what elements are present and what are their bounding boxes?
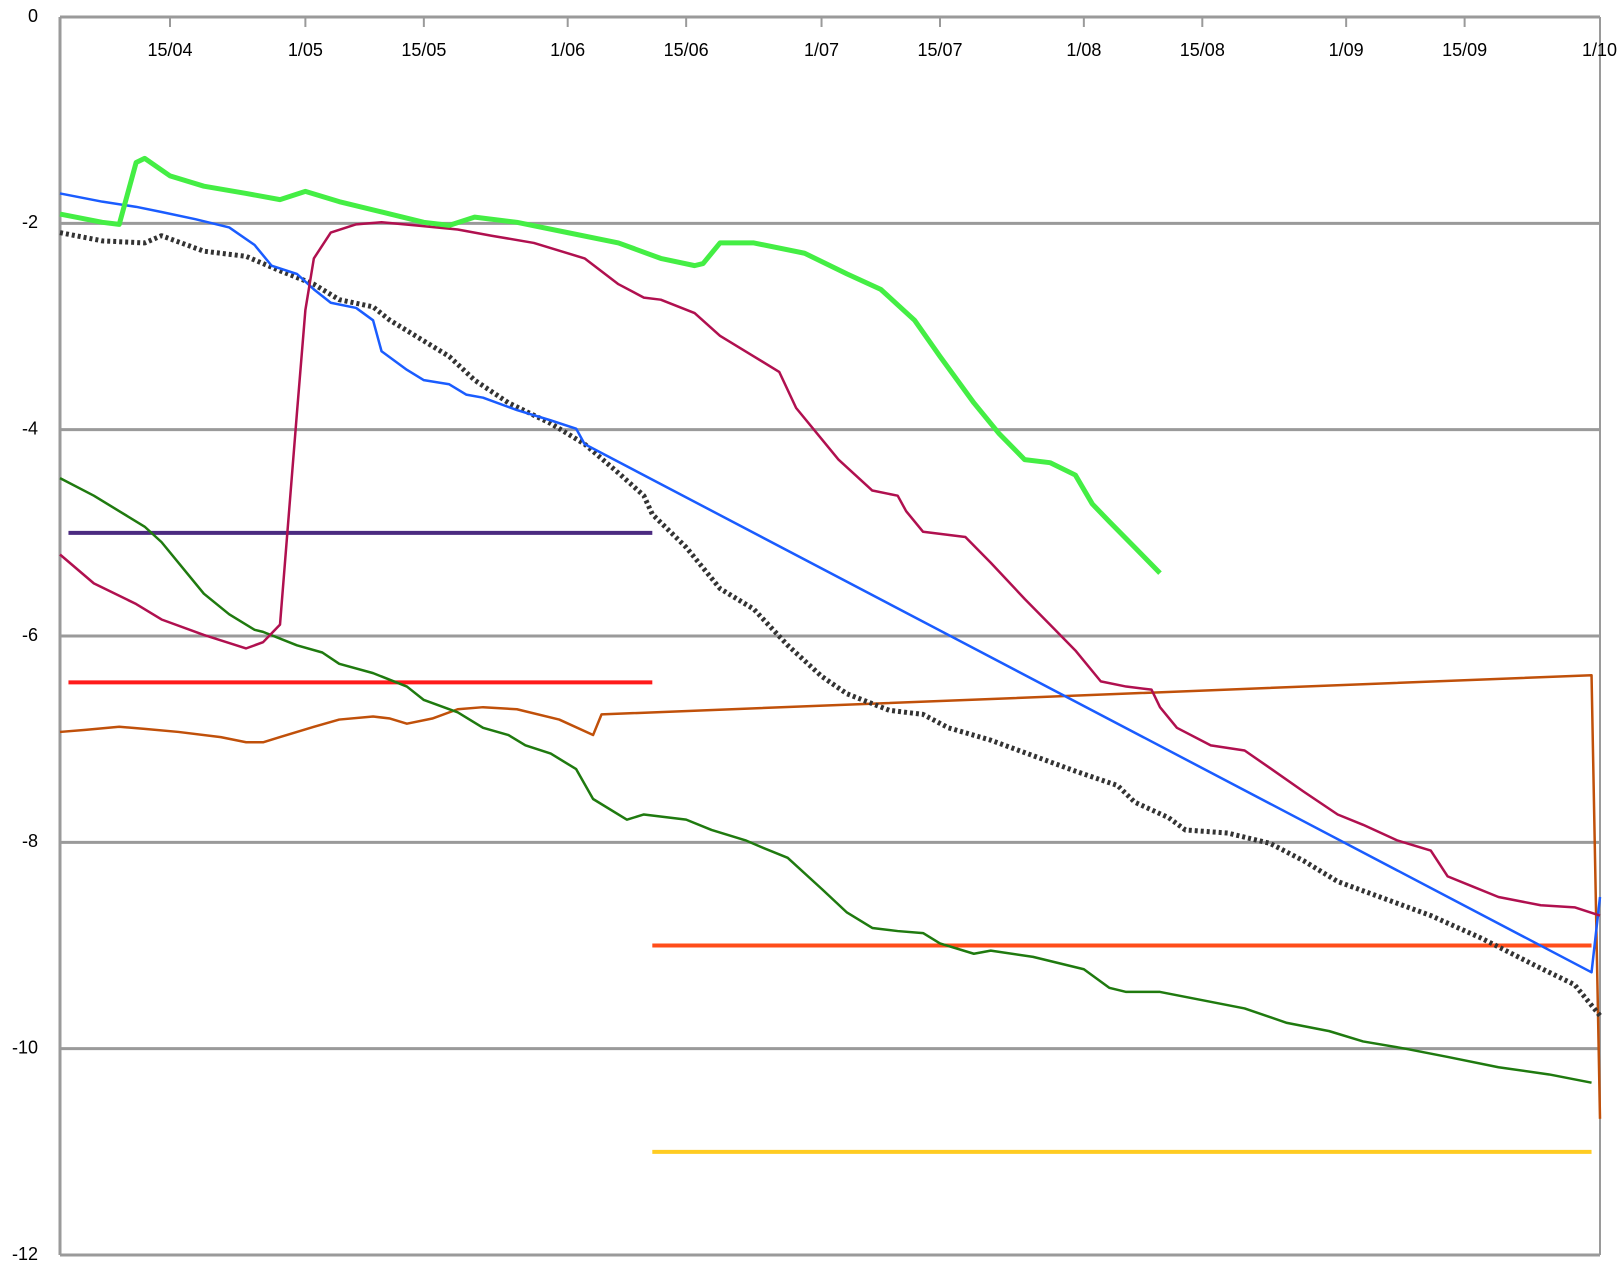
x-tick-label: 1/10: [1582, 40, 1617, 60]
series-line: [59, 192, 1602, 974]
y-tick-label: -2: [22, 212, 38, 232]
y-tick-label: -6: [22, 625, 38, 645]
x-tick-label: 1/07: [804, 40, 839, 60]
series-line: [59, 221, 1601, 917]
y-tick-label: -10: [12, 1037, 38, 1057]
series-line: [59, 155, 1162, 575]
x-tick-label: 1/08: [1066, 40, 1101, 60]
x-tick-label: 15/06: [664, 40, 709, 60]
y-tick-label: -8: [22, 831, 38, 851]
series-line: [59, 673, 1602, 1119]
x-tick-label: 1/05: [288, 40, 323, 60]
series-line: [59, 230, 1602, 1018]
y-tick-label: -4: [22, 418, 38, 438]
y-tick-label: -12: [12, 1244, 38, 1264]
x-tick-label: 15/07: [917, 40, 962, 60]
series-line: [59, 477, 1592, 1084]
x-tick-label: 1/06: [550, 40, 585, 60]
y-tick-label: 0: [28, 6, 38, 26]
x-tick-label: 15/05: [401, 40, 446, 60]
x-tick-label: 15/08: [1180, 40, 1225, 60]
x-tick-label: 1/09: [1329, 40, 1364, 60]
x-tick-label: 15/04: [147, 40, 192, 60]
x-tick-label: 15/09: [1442, 40, 1487, 60]
